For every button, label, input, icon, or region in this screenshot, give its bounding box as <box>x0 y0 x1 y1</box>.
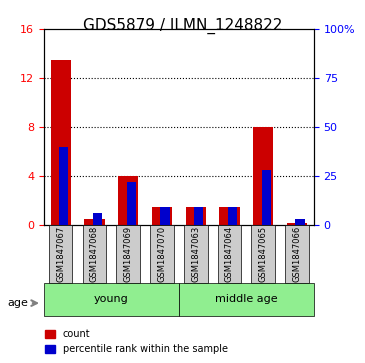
FancyBboxPatch shape <box>82 225 106 283</box>
Bar <box>287 223 307 225</box>
Bar <box>253 127 273 225</box>
Text: GSM1847068: GSM1847068 <box>90 226 99 282</box>
Text: GDS5879 / ILMN_1248822: GDS5879 / ILMN_1248822 <box>83 18 282 34</box>
Text: age: age <box>7 298 28 308</box>
Text: GSM1847063: GSM1847063 <box>191 226 200 282</box>
FancyBboxPatch shape <box>49 225 73 283</box>
Bar <box>185 207 206 225</box>
FancyBboxPatch shape <box>184 225 208 283</box>
Legend: count, percentile rank within the sample: count, percentile rank within the sample <box>41 326 232 358</box>
Bar <box>219 207 239 225</box>
Bar <box>296 219 305 225</box>
Bar <box>194 207 203 225</box>
Bar <box>127 182 136 225</box>
Text: middle age: middle age <box>215 294 278 305</box>
FancyBboxPatch shape <box>44 283 179 316</box>
FancyBboxPatch shape <box>179 283 314 316</box>
Text: GSM1847070: GSM1847070 <box>157 226 166 282</box>
Bar <box>50 60 71 225</box>
Text: GSM1847065: GSM1847065 <box>259 226 268 282</box>
Text: GSM1847067: GSM1847067 <box>56 226 65 282</box>
FancyBboxPatch shape <box>150 225 174 283</box>
Text: GSM1847066: GSM1847066 <box>292 226 301 282</box>
Text: GSM1847064: GSM1847064 <box>225 226 234 282</box>
Text: GSM1847069: GSM1847069 <box>124 226 133 282</box>
Bar <box>228 207 237 225</box>
Bar <box>262 170 271 225</box>
FancyBboxPatch shape <box>218 225 241 283</box>
Bar <box>161 207 170 225</box>
Bar <box>93 213 102 225</box>
Bar <box>118 176 138 225</box>
FancyBboxPatch shape <box>116 225 140 283</box>
FancyBboxPatch shape <box>285 225 309 283</box>
Text: young: young <box>94 294 129 305</box>
Bar <box>84 219 104 225</box>
Bar <box>152 207 172 225</box>
FancyBboxPatch shape <box>251 225 275 283</box>
Bar <box>59 147 68 225</box>
